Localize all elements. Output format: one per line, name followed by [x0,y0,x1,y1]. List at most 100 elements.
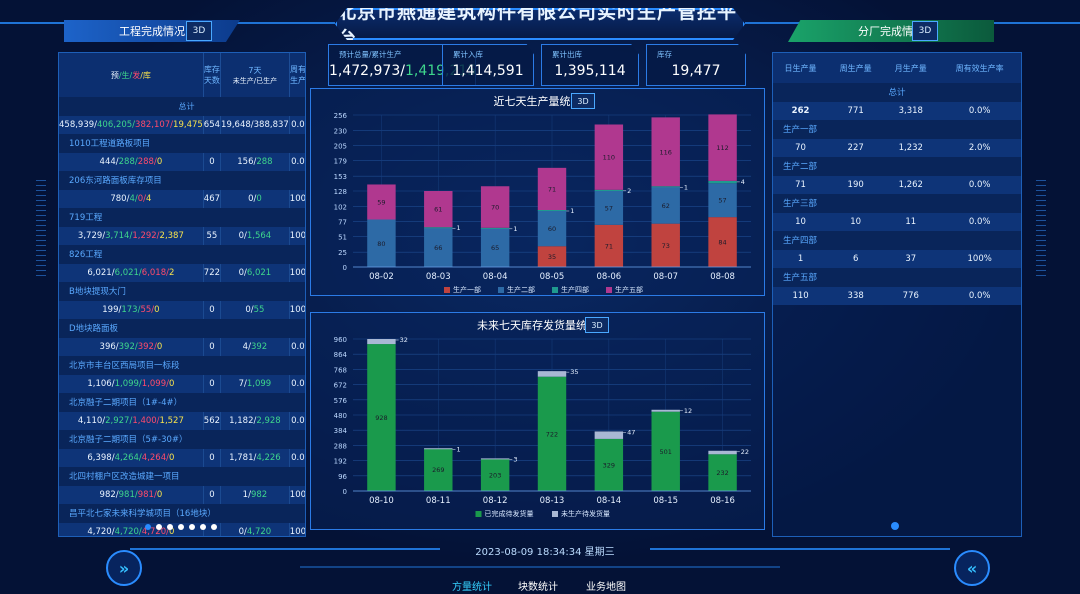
monthly: 37 [883,249,939,268]
bar-data-label: 329 [603,461,615,469]
page-dot[interactable] [167,524,173,530]
seven-produced: 6,021 [246,267,272,278]
production-chart-3d-button[interactable]: 3D [571,93,595,109]
nav-volume-stats[interactable]: 方量统计 [452,582,492,593]
page-dot[interactable] [200,524,206,530]
y-tick-label: 128 [334,188,347,196]
project-name: 北京市丰台区西局项目一标段 [59,356,305,375]
production-chart: 0 25 51 77 102 128 153 179 205 230 256 80 59 08-02 66 1… [334,112,751,294]
x-tick-label: 08-10 [369,496,394,506]
table-row[interactable]: 1 6 37 100% [773,249,1021,268]
table-row[interactable]: 71 190 1,262 0.0% [773,175,1021,194]
weekly: 10 [828,212,884,231]
stat-value: 19,477 [671,63,721,79]
next-page-button[interactable]: « [954,550,990,586]
y-tick-label: 153 [334,173,347,181]
tab-factory-completion[interactable]: 分厂完成情况 [788,20,994,42]
seven-unproduced: 0/ [238,230,247,241]
seven-days: 1/982 [220,485,290,504]
prev-page-button[interactable]: » [106,550,142,586]
hdr-produce: /生/ [118,70,133,80]
project-values: 982/981/981/0 [59,485,204,504]
legend-label: 已完成待发货量 [485,509,534,518]
seven-unproduced: 0/ [238,526,247,537]
tab-project-completion[interactable]: 工程完成情况 [64,20,240,42]
value-stock: 0 [154,304,160,315]
bar-segment [594,438,624,491]
nav-block-stats[interactable]: 块数统计 [518,582,558,593]
factory-table: 日生产量 周生产量 月生产量 周有效生产率 总计 262 771 3,318 0… [773,53,1021,305]
weekly-rate: 100% [289,300,305,319]
monthly: 776 [883,286,939,305]
left-ruler [36,180,46,280]
pagination-dots [145,524,217,530]
total-label-row: 总计 [59,97,305,116]
page-dot[interactable] [891,522,899,530]
legend-swatch [444,287,450,293]
bar-segment [537,210,567,247]
table-row[interactable]: 4,110/2,927/1,400/1,527 562 1,182/2,928 0.0… [59,411,305,430]
y-tick-label: 96 [338,473,347,481]
factory-group-row: 生产二部 [773,157,1021,176]
x-tick-label: 08-13 [540,496,565,506]
bar-data-label: 1 [570,207,574,215]
page-dot[interactable] [178,524,184,530]
bar-data-label: 35 [548,253,556,261]
factory-group-row: 生产五部 [773,268,1021,287]
seven-days: 0/1,564 [220,226,290,245]
value-ship: 1,292/ [132,230,160,241]
bar-segment [708,217,737,267]
bar-segment [708,454,737,491]
bar-segment [480,227,510,229]
left-3d-button[interactable]: 3D [186,21,212,41]
bar-segment [651,223,680,267]
weekly-rate: 100% [289,522,305,536]
nav-business-map[interactable]: 业务地图 [586,582,626,593]
project-name: 719工程 [59,208,305,227]
production-chart-title: 近七天生产量统计 [493,95,582,108]
x-tick-label: 08-11 [426,496,451,506]
bar-data-label: 722 [546,430,558,438]
table-row[interactable]: 10 10 11 0.0% [773,212,1021,231]
page-dot[interactable] [211,524,217,530]
page-dot[interactable] [156,524,162,530]
value-produce: 4,720/ [114,526,142,537]
y-tick-label: 77 [338,218,347,226]
value-ship: 6,018/ [141,267,169,278]
right-3d-button[interactable]: 3D [912,21,938,41]
table-row[interactable]: 70 227 1,232 2.0% [773,138,1021,157]
bar-data-label: 60 [548,225,556,233]
page-dot[interactable] [145,524,151,530]
project-name: B地块提现大门 [59,282,305,301]
seven-days: 156/288 [220,152,290,171]
value-ship: 288/ [137,156,157,167]
value-stock: 1,527 [159,415,184,426]
legend-label: 生产一部 [453,285,481,294]
value-stock: 0 [168,378,175,389]
bar-segment [651,409,680,412]
bar-data-label: 269 [432,466,444,474]
inventory-chart-3d-button[interactable]: 3D [585,317,609,333]
total-monthly: 3,318 [883,101,939,120]
stat-card-stock: 库存 19,477 [646,44,746,86]
bar-data-label: 112 [716,144,728,152]
stat-label: 预计总量/累计生产 [339,50,402,59]
page-dot[interactable] [189,524,195,530]
table-row[interactable]: 110 338 776 0.0% [773,286,1021,305]
project-name: 北京融子二期项目（5#-30#） [59,430,305,449]
seven-days: 4/392 [220,337,290,356]
bar-segment [651,186,680,224]
project-name: 北京融子二期项目（1#-4#） [59,393,305,412]
legend-label: 未生产待发货量 [561,509,610,518]
bar-segment [480,458,510,460]
rate: 2.0% [938,138,1021,157]
